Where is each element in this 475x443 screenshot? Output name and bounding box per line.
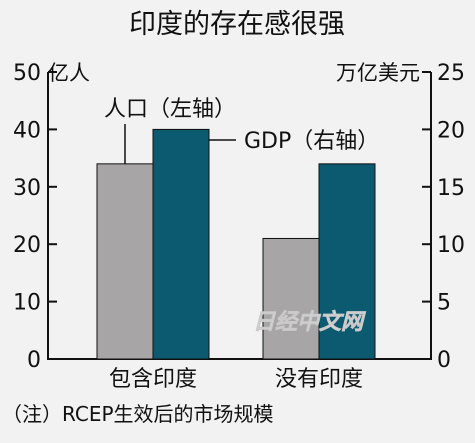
right-tick-label: 25 [437, 61, 465, 86]
population-series-label: 人口（左轴） [104, 97, 236, 122]
bar-gdp-1 [318, 163, 376, 360]
footnote: （注）RCEP生效后的市场规模 [2, 402, 274, 426]
right-tick-label: 0 [437, 348, 451, 373]
gdp-series-label: GDP（右轴） [244, 129, 379, 154]
right-axis-ticks: 0 5 10 15 20 25 [422, 61, 465, 373]
left-tick-label: 40 [13, 118, 41, 143]
left-tick-label: 20 [13, 233, 41, 258]
left-tick-label: 0 [27, 348, 41, 373]
chart-title: 印度的存在感很强 [129, 9, 345, 40]
bar-gdp-0 [152, 128, 210, 360]
left-tick-label: 10 [13, 291, 41, 316]
watermark: 日经中文网 [253, 309, 366, 335]
left-tick-label: 30 [13, 176, 41, 201]
left-axis-ticks: 0 10 20 30 40 50 [13, 61, 57, 373]
left-tick-label: 50 [13, 61, 41, 86]
right-tick-label: 20 [437, 118, 465, 143]
right-tick-label: 5 [437, 291, 451, 316]
right-axis-label: 万亿美元 [336, 61, 420, 85]
right-tick-label: 15 [437, 176, 465, 201]
bar-population-1 [262, 237, 320, 360]
x-tick-label: 没有印度 [275, 367, 363, 392]
legend-callouts: 人口（左轴） GDP（右轴） [104, 97, 379, 164]
x-tick-label: 包含印度 [109, 367, 197, 392]
bars [96, 128, 376, 360]
x-tick-labels: 包含印度 没有印度 [109, 367, 363, 392]
bar-population-0 [96, 163, 154, 360]
right-tick-label: 10 [437, 233, 465, 258]
